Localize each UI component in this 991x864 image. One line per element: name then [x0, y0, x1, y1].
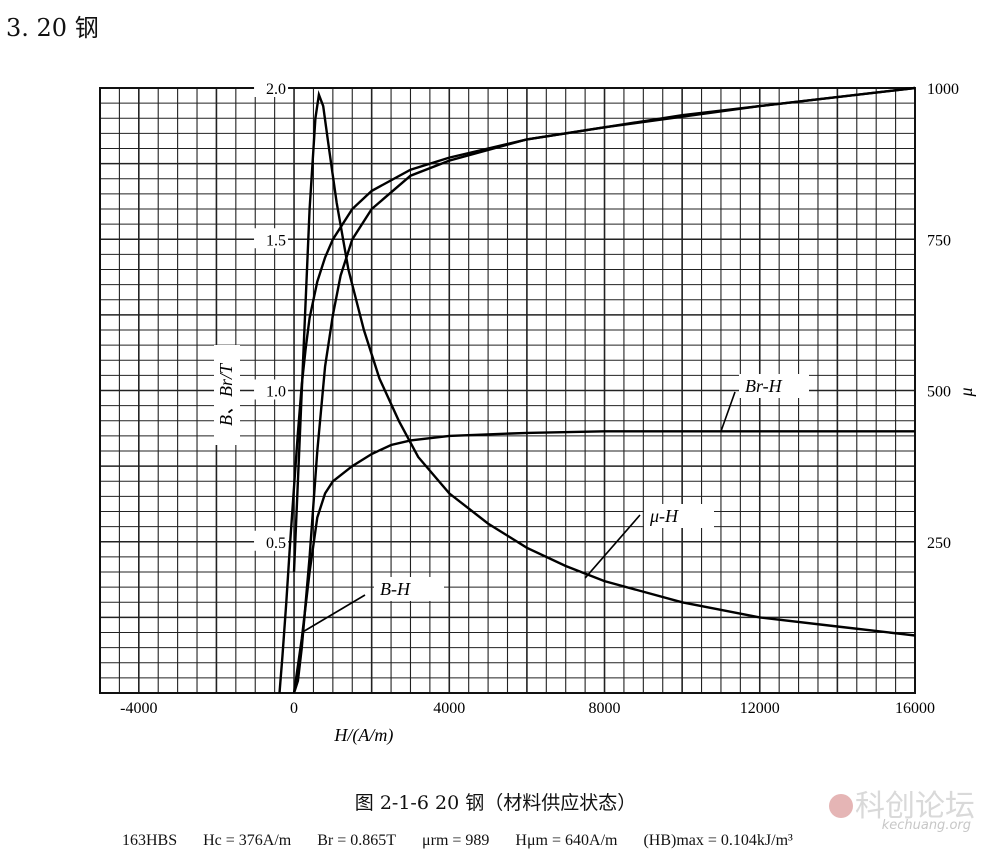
axis-ticks: -4000 0 4000 8000 12000 16000 0.5 1.0 1.5 2.0 250 5… — [120, 77, 959, 717]
x-tick-label: -4000 — [120, 700, 157, 717]
y-tick-bg — [254, 77, 289, 97]
y2-tick-label: 750 — [927, 232, 951, 249]
y2-tick-label: 250 — [927, 535, 951, 552]
annotation-leader — [584, 514, 641, 579]
figure-caption: 图 2-1-6 20 钢（材料供应状态） — [354, 792, 637, 814]
x-tick-label: 8000 — [589, 700, 621, 717]
watermark-text: 科创论坛 — [855, 790, 975, 823]
curve--h — [292, 89, 916, 637]
y2-tick-label: 500 — [927, 384, 951, 401]
param-hc: Hc = 376A/m — [203, 832, 292, 849]
y-tick-label: 1.0 — [266, 384, 286, 401]
y-tick-label: 2.0 — [266, 81, 286, 98]
section-title: 3. 20 钢 — [6, 14, 99, 42]
annotation-leader — [720, 391, 736, 432]
x-tick-label: 16000 — [895, 700, 935, 717]
x-tick-label: 0 — [290, 700, 298, 717]
y2-axis-label: μ — [956, 387, 976, 397]
y-tick-bg — [254, 228, 289, 249]
y-tick-label: 0.5 — [266, 535, 286, 552]
watermark-sub: kechuang.org — [881, 818, 971, 833]
y-axis-label: B、Br/T — [216, 362, 236, 426]
param-mu-rm: μrm = 989 — [422, 832, 490, 849]
material-params: 163HBS Hc = 376A/m Br = 0.865T μrm = 989… — [122, 832, 815, 850]
chart: -4000 0 4000 8000 12000 16000 0.5 1.0 1.5 2.0 250 5… — [99, 77, 976, 746]
annotation-label: Br-H — [745, 376, 783, 396]
y-tick-bg — [254, 530, 289, 551]
y-axis-label-bg — [214, 345, 240, 445]
curves — [278, 86, 916, 694]
annotation-bg — [644, 504, 714, 528]
y-tick-label: 1.5 — [266, 232, 286, 249]
annotation-label: B-H — [380, 579, 411, 599]
param-hb-max: (HB)max = 0.104kJ/m³ — [643, 832, 793, 849]
x-tick-label: 4000 — [433, 700, 465, 717]
annotation-leader — [301, 594, 366, 634]
chart-labels: B-H Br-H μ-H H/(A/m) B、Br/T μ — [214, 345, 976, 746]
annotation-bg — [374, 577, 444, 601]
param-h-mu: Hμm = 640A/m — [515, 832, 618, 849]
watermark-logo: 科创论坛 — [829, 790, 975, 823]
x-axis-label: H/(A/m) — [333, 725, 393, 746]
annotation-bg — [739, 374, 809, 398]
param-hardness: 163HBS — [122, 832, 178, 849]
param-br: Br = 0.865T — [317, 832, 397, 849]
annotation-label: μ-H — [649, 506, 679, 526]
x-tick-label: 12000 — [740, 700, 780, 717]
plot-frame — [99, 87, 916, 694]
y-tick-bg — [254, 379, 289, 400]
curve-br-h — [292, 430, 915, 694]
y2-tick-label: 1000 — [927, 81, 959, 98]
